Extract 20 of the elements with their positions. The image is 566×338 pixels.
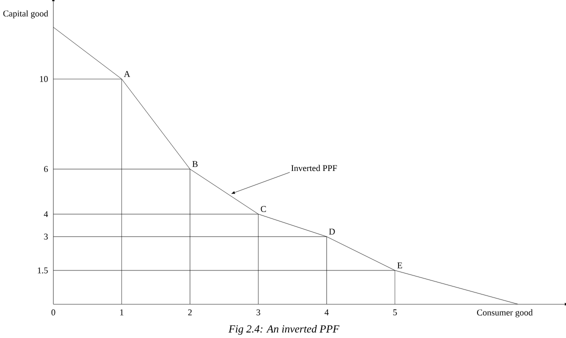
annotation: C [260,206,266,212]
y-tick-label: 4 [44,211,48,218]
annotation: B [192,161,198,168]
annotation: E [397,262,402,268]
x-tick-label: 0 [51,310,56,316]
y-tick-label: 10 [40,76,48,82]
y-tick-label: 1.5 [38,268,48,274]
y-axis-title: Capital good [3,10,48,18]
x-tick-label: 1 [120,310,124,316]
annotation: Inverted PPF [291,165,337,172]
x-tick-label: 2 [188,310,192,316]
x-axis-title: Consumer good [477,309,533,318]
text: Fig 2.4: An inverted PPF [228,325,340,335]
x-tick-label: 4 [324,310,329,316]
x-tick-label: 3 [256,310,260,316]
x-tick-label: 5 [393,310,397,316]
y-tick-label: 3 [44,234,48,240]
y-tick-label: 6 [44,166,48,172]
annotation: A [124,71,130,78]
annotation: D [329,228,335,235]
